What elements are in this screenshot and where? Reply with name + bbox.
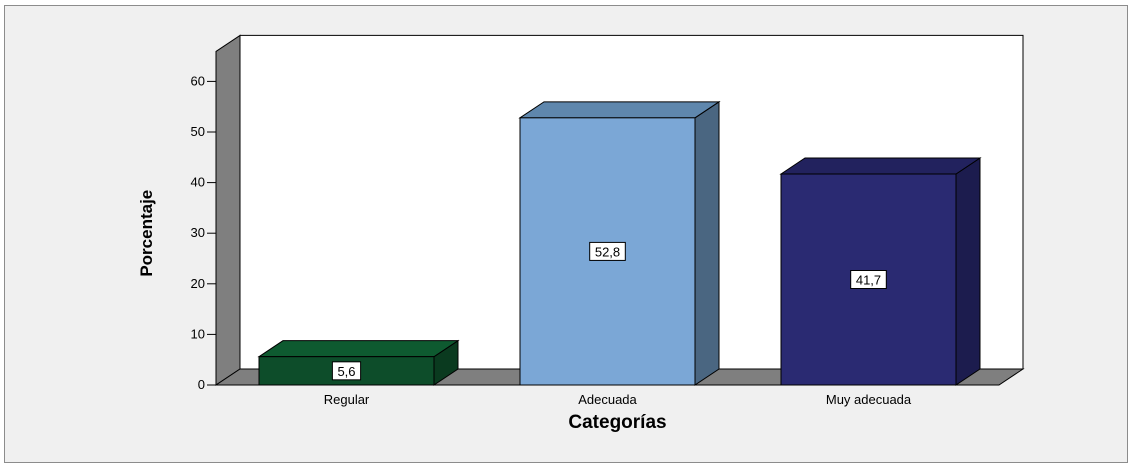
y-axis-title: Porcentaje	[137, 190, 156, 277]
bar-chart: 0 10 20 30 40 50 60 5,6 Regular 52,8 Adecuada 41,7 M…	[137, 34, 1025, 433]
bar-regular-top	[257, 340, 460, 358]
y-tick-label: 50	[191, 124, 205, 139]
x-axis-title: Categorías	[568, 412, 666, 433]
bar-muy-adecuada-side	[955, 157, 981, 386]
data-label-box	[331, 361, 362, 381]
y-tick-label: 20	[191, 276, 205, 291]
y-tick-label: 60	[191, 73, 205, 88]
x-tick-label: Muy adecuada	[826, 392, 912, 407]
data-label: 52,8	[595, 244, 620, 259]
y-tick-label: 40	[191, 175, 205, 190]
data-label-box	[850, 269, 887, 289]
bar-muy-adecuada-top	[779, 157, 982, 175]
x-tick-label: Regular	[324, 392, 370, 407]
data-label: 41,7	[856, 272, 881, 287]
y-tick-label: 0	[198, 377, 205, 392]
y-tick-label: 30	[191, 225, 205, 240]
x-tick-label: Adecuada	[578, 392, 637, 407]
chart-left-wall	[215, 34, 241, 386]
bar-adecuada-side	[694, 100, 720, 386]
bar-adecuada-top	[518, 101, 721, 119]
data-label: 5,6	[337, 364, 355, 379]
chart-frame: 0 10 20 30 40 50 60 5,6 Regular 52,8 Adecuada 41,7 M…	[4, 5, 1128, 463]
data-label-box	[589, 241, 626, 261]
y-tick-label: 10	[191, 326, 205, 341]
